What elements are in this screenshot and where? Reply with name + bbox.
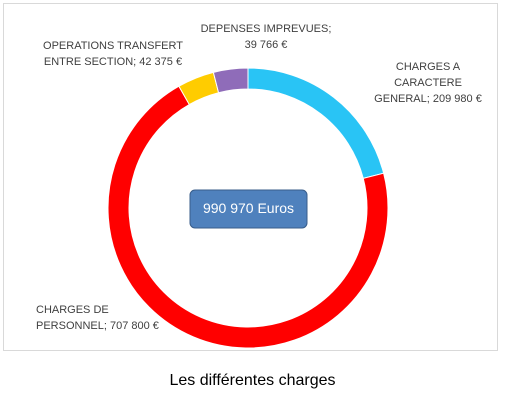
category-label: OPERATIONS TRANSFERT ENTRE SECTION; xyxy=(43,40,183,68)
data-label: DEPENSES IMPREVUES; 39 766 € xyxy=(196,21,336,53)
data-label: CHARGES DE PERSONNEL; 707 800 € xyxy=(36,302,166,334)
chart-frame xyxy=(3,3,498,351)
data-label: CHARGES A CARACTERE GENERAL; 209 980 € xyxy=(372,59,484,107)
category-label: DEPENSES IMPREVUES; xyxy=(200,23,332,35)
category-label: CHARGES DE PERSONNEL; xyxy=(36,304,109,332)
caption: Les différentes charges xyxy=(169,372,336,389)
center-box xyxy=(189,189,308,229)
value-label: 42 375 € xyxy=(139,56,183,68)
donut-segment xyxy=(107,85,389,349)
category-label: CHARGES A CARACTERE GENERAL; xyxy=(374,61,462,105)
donut-segment xyxy=(247,67,385,180)
donut-segment xyxy=(212,67,249,94)
value-label: 707 800 € xyxy=(109,320,159,332)
value-label: 209 980 € xyxy=(432,93,482,105)
center-label: 990 970 Euros xyxy=(203,200,294,216)
data-label: OPERATIONS TRANSFERT ENTRE SECTION; 42 3… xyxy=(38,38,188,70)
value-label: 39 766 € xyxy=(244,39,288,51)
